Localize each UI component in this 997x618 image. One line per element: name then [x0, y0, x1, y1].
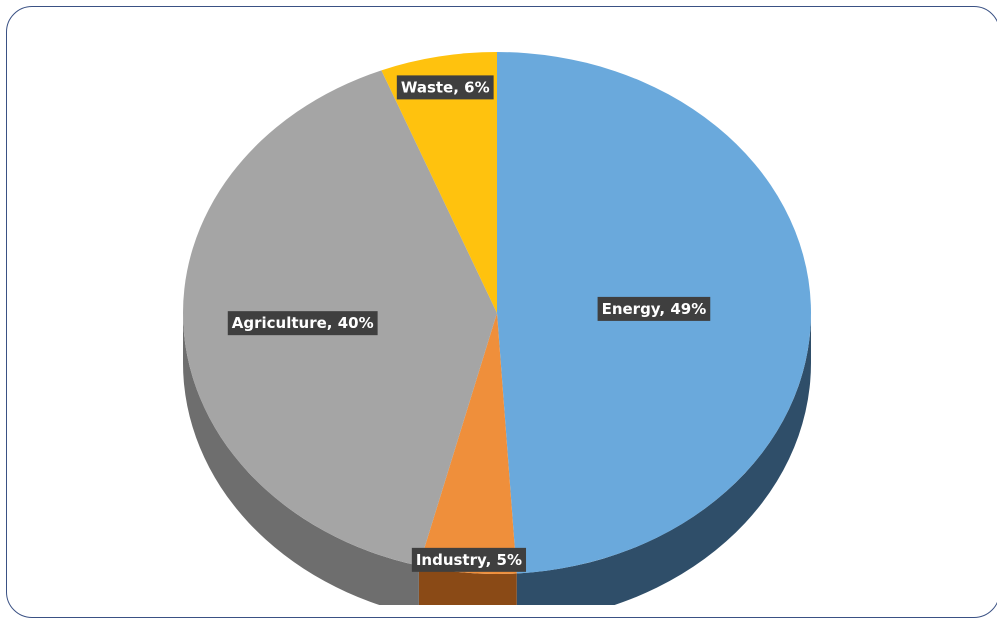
data-label-box-industry: [411, 547, 527, 572]
data-label-industry: Industry, 5%: [411, 547, 527, 572]
pie-side-energy: [516, 313, 811, 605]
data-label-text-waste: Waste, 6%: [401, 78, 490, 96]
pie-sides: [183, 313, 811, 605]
pie-labels: Energy, 49% Industry, 5% Agriculture, 40% W…: [227, 75, 711, 572]
data-label-energy: Energy, 49%: [597, 296, 711, 321]
pie-slice-industry[interactable]: [418, 313, 517, 574]
pie-side-agriculture: [183, 313, 419, 605]
data-label-waste: Waste, 6%: [396, 75, 494, 100]
data-label-box-agriculture: [227, 311, 378, 336]
data-label-text-industry: Industry, 5%: [416, 551, 522, 569]
pie-chart: Energy, 49% Industry, 5% Agriculture, 40% W…: [183, 52, 811, 605]
pie-slice-waste[interactable]: [381, 52, 497, 313]
data-label-box-energy: [597, 296, 711, 321]
pie-side-industry: [418, 565, 517, 605]
data-label-text-energy: Energy, 49%: [602, 300, 707, 318]
pie-tops: [183, 52, 811, 574]
data-label-text-agriculture: Agriculture, 40%: [232, 314, 374, 332]
data-label-box-waste: [396, 75, 494, 100]
data-label-agriculture: Agriculture, 40%: [227, 311, 378, 336]
